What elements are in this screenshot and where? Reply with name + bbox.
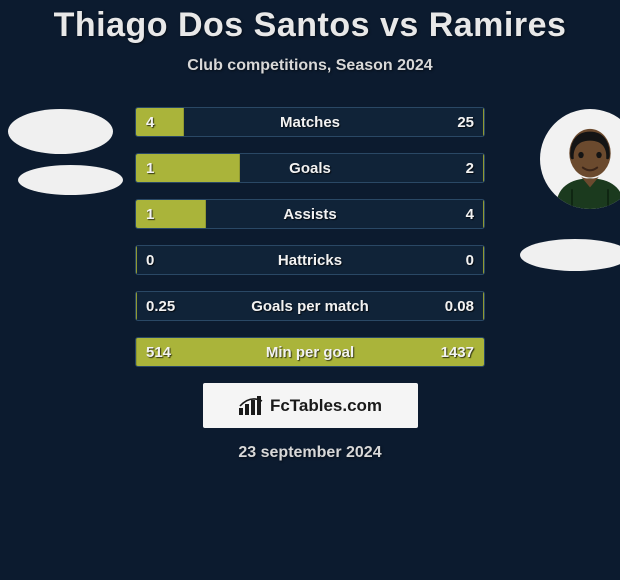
snapshot-date: 23 september 2024 — [0, 444, 620, 462]
stat-label: Hattricks — [136, 246, 484, 274]
stat-value-left: 514 — [146, 338, 171, 366]
player-left-avatar-placeholder — [8, 109, 113, 154]
stat-value-left: 1 — [146, 154, 154, 182]
stat-label: Goals per match — [136, 292, 484, 320]
page-title: Thiago Dos Santos vs Ramires — [0, 0, 620, 45]
stat-value-right: 0 — [466, 246, 474, 274]
stat-row: 4 25Matches — [135, 107, 485, 137]
player-left-label-placeholder — [18, 165, 123, 195]
stat-value-left: 0 — [146, 246, 154, 274]
stat-row: 0 0Hattricks — [135, 245, 485, 275]
stat-bars: 425Matches12Goals14Assists00Hattricks0.2… — [135, 107, 485, 367]
stat-value-right: 1437 — [441, 338, 474, 366]
stat-value-left: 4 — [146, 108, 154, 136]
stat-bar-left — [136, 108, 184, 136]
page-subtitle: Club competitions, Season 2024 — [0, 57, 620, 75]
fctables-logo-icon — [238, 396, 264, 416]
stat-row: 5141437Min per goal — [135, 337, 485, 367]
branding-text: FcTables.com — [270, 396, 382, 416]
player-right-label-placeholder — [520, 239, 620, 271]
stat-label: Matches — [136, 108, 484, 136]
stat-value-right: 4 — [466, 200, 474, 228]
stat-row: 0.25 0.08Goals per match — [135, 291, 485, 321]
stat-value-right: 2 — [466, 154, 474, 182]
stat-bar-right — [483, 292, 484, 320]
stat-value-left: 0.25 — [146, 292, 175, 320]
stat-bar-left — [136, 246, 137, 274]
stat-bar-right — [483, 200, 484, 228]
stat-row: 12Goals — [135, 153, 485, 183]
stat-row: 14Assists — [135, 199, 485, 229]
branding-badge: FcTables.com — [203, 383, 418, 428]
stat-value-right: 0.08 — [445, 292, 474, 320]
stat-bar-right — [483, 154, 484, 182]
stat-value-left: 1 — [146, 200, 154, 228]
stat-bar-right — [483, 108, 484, 136]
player-right-avatar — [540, 109, 620, 209]
comparison-chart: 425Matches12Goals14Assists00Hattricks0.2… — [0, 107, 620, 367]
stat-bar-right — [483, 246, 484, 274]
stat-bar-left — [136, 292, 137, 320]
player-photo-icon — [545, 119, 620, 209]
stat-value-right: 25 — [457, 108, 474, 136]
stat-bar-right — [136, 338, 484, 366]
